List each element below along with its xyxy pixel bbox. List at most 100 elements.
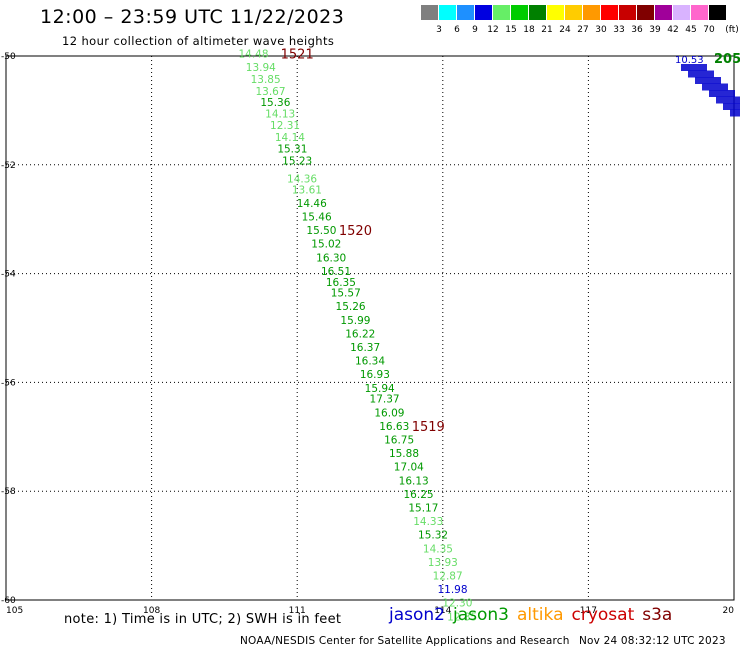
scale-swatch: [511, 5, 528, 20]
y-tick-label: -54: [1, 270, 16, 280]
scale-label: 6: [454, 25, 460, 35]
scale-label: 45: [685, 25, 697, 35]
swh-value-label: 14.14: [275, 132, 305, 144]
scale-swatch: [655, 5, 672, 20]
swh-value-label: 15.99: [340, 315, 370, 327]
scale-swatch: [475, 5, 492, 20]
x-tick-label: 20: [723, 606, 735, 616]
pass-time-label: 1521: [281, 47, 314, 62]
swh-value-label: 16.35: [326, 277, 356, 289]
scale-swatch: [421, 5, 438, 20]
scale-swatch: [529, 5, 546, 20]
generated-timestamp: Nov 24 08:32:12 UTC 2023: [579, 635, 726, 647]
credit-text: NOAA/NESDIS Center for Satellite Applica…: [240, 635, 570, 647]
scale-swatch: [637, 5, 654, 20]
swh-value-label: 13.61: [292, 184, 322, 196]
x-tick-label: 105: [6, 606, 23, 616]
scale-label: 21: [541, 25, 553, 35]
swh-value-label: 15.57: [331, 288, 361, 300]
swh-value-label: 15.02: [311, 239, 341, 251]
satellite-name: jason2: [389, 605, 445, 625]
scale-swatch: [439, 5, 456, 20]
scale-swatch: [601, 5, 618, 20]
clipped-swh-value: [730, 109, 740, 117]
swh-value-label: 13.85: [251, 74, 281, 86]
y-tick-label: -50: [1, 52, 16, 62]
x-tick-label: 114: [434, 606, 451, 616]
x-tick-label: 111: [289, 606, 306, 616]
swh-value-label: 15.36: [260, 97, 290, 109]
x-tick-label: 117: [580, 606, 597, 616]
clipped-swh-value: [681, 64, 707, 71]
scale-label: 33: [613, 25, 625, 35]
satellite-name: s3a: [642, 605, 673, 625]
scale-swatch: [673, 5, 690, 20]
swh-value-label: 14.13: [265, 109, 295, 121]
swh-value-label: 12.35: [447, 611, 477, 623]
swh-value-label: 15.32: [418, 530, 448, 542]
swh-value-label: 15.31: [277, 143, 307, 155]
y-tick-label: -52: [1, 161, 16, 171]
swh-value-label: 16.75: [384, 435, 414, 447]
swh-value-label: 12.31: [270, 120, 300, 132]
swh-value-label: 16.25: [404, 489, 434, 501]
scale-swatch: [619, 5, 636, 20]
scale-label: 70: [703, 25, 715, 35]
clipped-swh-value: [723, 103, 740, 110]
map-frame: [5, 55, 735, 601]
clipped-swh-value: [702, 83, 728, 91]
swh-value-label: 12.30: [442, 598, 472, 610]
clipped-swh-value: [695, 77, 721, 84]
scale-label: 36: [631, 25, 643, 35]
swh-value-label: 15.17: [408, 503, 438, 515]
y-tick-label: -56: [1, 378, 16, 388]
swh-value-label: 16.22: [345, 328, 375, 340]
scale-label: 24: [559, 25, 571, 35]
scale-label: 15: [505, 25, 517, 35]
scale-swatch: [565, 5, 582, 20]
map-subtitle: 12 hour collection of altimeter wave hei…: [62, 34, 335, 48]
clipped-swh-value: [716, 96, 740, 104]
pass-time-label: 1519: [412, 420, 445, 435]
scale-label: 30: [595, 25, 607, 35]
clipped-swh-value: [688, 70, 714, 78]
swh-value-label: 16.63: [379, 421, 409, 433]
swh-value-label: 16.30: [316, 252, 346, 264]
scale-swatch: [547, 5, 564, 20]
y-tick-label: -60: [1, 596, 16, 606]
satellite-name: altika: [517, 605, 564, 625]
swh-value-label: 14.48: [238, 48, 268, 60]
swh-value-label: 16.51: [321, 266, 351, 278]
satellite-name: cryosat: [571, 605, 635, 625]
pass-time-label: 1520: [339, 224, 372, 239]
swh-value-label: 17.37: [370, 394, 400, 406]
scale-label: 27: [577, 25, 589, 35]
footnote: note: 1) Time is in UTC; 2) SWH is in fe…: [64, 612, 342, 627]
scale-label: 18: [523, 25, 535, 35]
swh-value-label: 15.26: [336, 301, 366, 313]
map-title: 12:00 – 23:59 UTC 11/22/2023: [40, 6, 345, 28]
swh-value-label: 14.36: [287, 173, 317, 185]
swh-value-label: 16.34: [355, 356, 385, 368]
scale-label: 42: [667, 25, 679, 35]
scale-label: 12: [487, 25, 499, 35]
swh-value-label: 15.50: [306, 225, 336, 237]
scale-swatch: [709, 5, 726, 20]
x-tick-label: 108: [143, 606, 160, 616]
swh-value-label: 15.23: [282, 155, 312, 167]
swh-value-label: 12.87: [433, 571, 463, 583]
swh-value-label: 15.46: [302, 211, 332, 223]
swh-value-label: 16.13: [399, 475, 429, 487]
scale-swatch: [583, 5, 600, 20]
scale-label: 3: [436, 25, 442, 35]
scale-label: 9: [472, 25, 478, 35]
scale-unit: (ft): [725, 25, 739, 35]
swh-value-label: 16.93: [360, 369, 390, 381]
swh-value-label: 17.04: [394, 462, 424, 474]
swh-value-label: 16.09: [374, 407, 404, 419]
scale-swatch: [493, 5, 510, 20]
swh-value-label: 15.94: [365, 383, 395, 395]
swh-value-label: 13.93: [428, 557, 458, 569]
swh-value-label: 11.98: [437, 584, 467, 596]
y-tick-label: -58: [1, 487, 16, 497]
